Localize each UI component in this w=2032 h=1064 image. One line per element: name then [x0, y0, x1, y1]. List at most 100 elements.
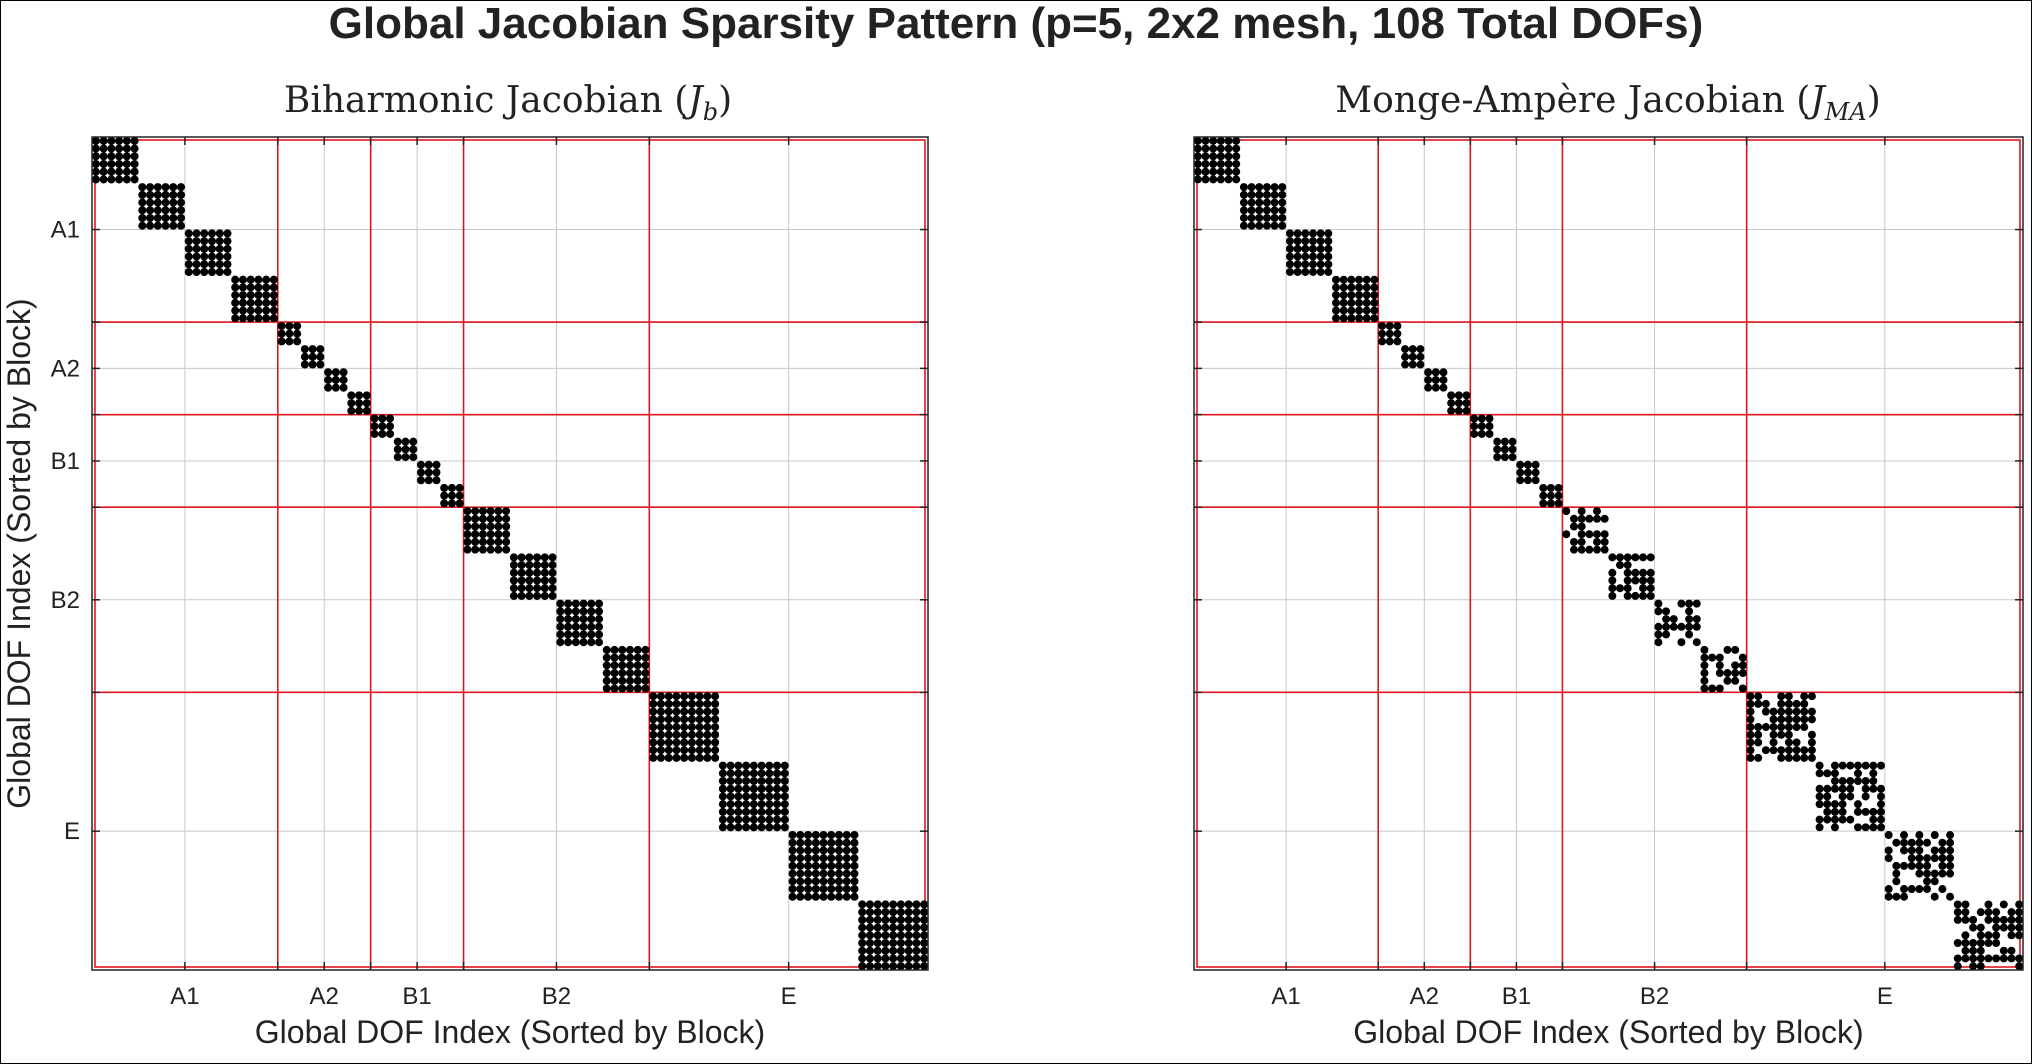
biharmonic-nonzero-r74-c79 — [695, 699, 704, 708]
monge-ampere-nonzero-r26-c25 — [1378, 329, 1387, 338]
monge-ampere-nonzero-r36-c34 — [1447, 406, 1456, 415]
biharmonic-nonzero-r103-c105 — [896, 923, 905, 932]
biharmonic-nonzero-r7-c8 — [146, 183, 155, 192]
biharmonic-nonzero-r21-c20 — [238, 291, 247, 300]
biharmonic-nonzero-r47-c46 — [440, 491, 449, 500]
monge-ampere-nonzero-r53-c51 — [1577, 537, 1586, 546]
monge-ampere-nonzero-r20-c23 — [1362, 283, 1371, 292]
biharmonic-nonzero-r26-c27 — [293, 329, 302, 338]
monge-ampere-nonzero-r8-c11 — [1270, 190, 1279, 199]
monge-ampere-nonzero-r88-c84 — [1830, 807, 1839, 816]
monge-ampere-subtitle-text: Monge-Ampère Jacobian ( — [1335, 80, 1810, 121]
biharmonic-nonzero-r104-c104 — [889, 931, 898, 940]
monge-ampere-nonzero-r60-c60 — [1646, 591, 1655, 600]
biharmonic-nonzero-r33-c31 — [324, 383, 333, 392]
biharmonic-block-10 — [393, 437, 418, 462]
monge-ampere-nonzero-r22-c20 — [1339, 298, 1348, 307]
biharmonic-nonzero-r75-c80 — [703, 707, 712, 716]
biharmonic-nonzero-r107-c106 — [904, 954, 913, 963]
biharmonic-nonzero-r105-c101 — [865, 938, 874, 948]
biharmonic-nonzero-r34-c34 — [347, 391, 356, 400]
biharmonic-nonzero-r94-c95 — [819, 854, 828, 863]
biharmonic-nonzero-r7-c12 — [176, 183, 186, 192]
biharmonic-nonzero-r62-c63 — [571, 607, 580, 616]
monge-ampere-nonzero-r60-c59 — [1639, 591, 1648, 600]
biharmonic-nonzero-r100-c108 — [920, 900, 929, 909]
biharmonic-nonzero-r104-c105 — [896, 931, 905, 940]
monge-ampere-nonzero-r66-c66 — [1692, 638, 1701, 647]
biharmonic-nonzero-r19-c23 — [262, 275, 271, 284]
biharmonic-nonzero-r76-c78 — [687, 715, 696, 724]
monge-ampere-nonzeros — [1193, 136, 2024, 971]
monge-ampere-nonzero-r103-c105 — [1992, 923, 2001, 932]
monge-ampere-nonzero-r91-c95 — [1915, 831, 1924, 840]
monge-ampere-nonzero-r3-c4 — [1216, 152, 1225, 161]
biharmonic-nonzero-r75-c75 — [664, 707, 673, 716]
biharmonic-nonzero-r88-c83 — [726, 807, 735, 816]
monge-ampere-block-2 — [1239, 183, 1287, 230]
monge-ampere-nonzero-r102-c104 — [1984, 915, 1993, 924]
biharmonic-nonzero-r93-c97 — [834, 846, 844, 855]
biharmonic-nonzero-r85-c90 — [780, 784, 789, 793]
biharmonic-nonzero-r66-c66 — [594, 638, 604, 647]
monge-ampere-nonzero-r71-c67 — [1700, 676, 1709, 685]
monge-ampere-nonzero-r69-c69 — [1715, 661, 1724, 670]
biharmonic-nonzero-r100-c102 — [873, 900, 882, 909]
biharmonic-nonzero-r97-c95 — [819, 877, 828, 886]
biharmonic-nonzero-r49-c53 — [494, 507, 503, 516]
biharmonic-nonzero-r89-c86 — [749, 815, 758, 824]
biharmonic-nonzero-r75-c74 — [656, 707, 665, 716]
monge-ampere-nonzero-r101-c105 — [1992, 908, 2001, 917]
biharmonic-nonzero-r80-c78 — [687, 746, 696, 755]
biharmonic-nonzero-r8-c7 — [138, 190, 147, 199]
biharmonic-nonzero-r89-c82 — [718, 815, 727, 824]
monge-ampere-nonzero-r6-c6 — [1232, 175, 1241, 184]
monge-ampere-nonzero-r64-c66 — [1692, 622, 1701, 631]
monge-ampere-nonzero-r86-c82 — [1815, 792, 1824, 801]
monge-ampere-nonzero-r52-c54 — [1600, 530, 1609, 539]
monge-ampere-nonzero-r65-c61 — [1654, 630, 1663, 639]
biharmonic-block-8 — [347, 391, 371, 415]
biharmonic-nonzero-r53-c51 — [478, 537, 487, 546]
biharmonic-nonzero-r66-c62 — [564, 638, 573, 647]
monge-ampere-nonzero-r85-c86 — [1846, 784, 1855, 793]
biharmonic-nonzero-r1-c6 — [130, 136, 139, 145]
biharmonic-nonzero-r55-c57 — [525, 553, 534, 562]
biharmonic-nonzero-r65-c64 — [579, 630, 588, 639]
biharmonic-nonzero-r106-c101 — [865, 946, 874, 955]
monge-ampere-nonzero-r54-c50 — [1569, 545, 1578, 554]
biharmonic-nonzero-r19-c20 — [238, 275, 247, 284]
monge-ampere-nonzero-r7-c10 — [1262, 183, 1271, 192]
monge-ampere-nonzero-r83-c82 — [1815, 769, 1824, 778]
monge-ampere-nonzero-r104-c107 — [2007, 931, 2016, 940]
biharmonic-nonzero-r100-c100 — [858, 900, 867, 909]
monge-ampere-nonzero-r96-c97 — [1930, 869, 1939, 878]
biharmonic-nonzero-r47-c48 — [455, 491, 464, 500]
monge-ampere-nonzero-r1-c6 — [1232, 136, 1241, 145]
biharmonic-nonzero-r18-c15 — [200, 267, 209, 277]
monge-ampere-nonzero-r107-c106 — [1999, 954, 2008, 963]
biharmonic-nonzero-r48-c47 — [447, 499, 456, 508]
monge-ampere-nonzero-r73-c81 — [1807, 692, 1816, 701]
monge-ampere-x-tick-label-e: E — [1877, 983, 1893, 1010]
monge-ampere-nonzero-r94-c98 — [1938, 854, 1947, 863]
biharmonic-nonzero-r53-c50 — [471, 537, 480, 546]
monge-ampere-nonzero-r102-c105 — [1992, 915, 2001, 924]
biharmonic-nonzero-r27-c26 — [285, 337, 294, 346]
biharmonic-nonzero-r104-c108 — [920, 931, 929, 940]
monge-ampere-nonzero-r23-c19 — [1332, 306, 1340, 315]
biharmonic-nonzero-r94-c91 — [788, 854, 797, 863]
biharmonic-nonzero-r56-c55 — [509, 561, 518, 570]
biharmonic-nonzero-r24-c20 — [238, 314, 247, 323]
monge-ampere-block-20 — [1953, 900, 2024, 971]
monge-ampere-nonzero-r41-c41 — [1500, 445, 1509, 454]
monge-ampere-nonzero-r75-c77 — [1777, 707, 1786, 716]
biharmonic-nonzero-r71-c71 — [633, 676, 642, 685]
biharmonic-nonzero-r70-c68 — [610, 669, 619, 678]
monge-ampere-nonzero-r96-c98 — [1938, 869, 1947, 878]
biharmonic-nonzero-r74-c78 — [687, 699, 696, 708]
biharmonic-nonzero-r86-c88 — [765, 792, 774, 801]
monge-ampere-nonzero-r36-c36 — [1462, 406, 1471, 415]
monge-ampere-nonzero-r27-c26 — [1385, 337, 1394, 346]
biharmonic-nonzero-r103-c107 — [912, 923, 921, 932]
